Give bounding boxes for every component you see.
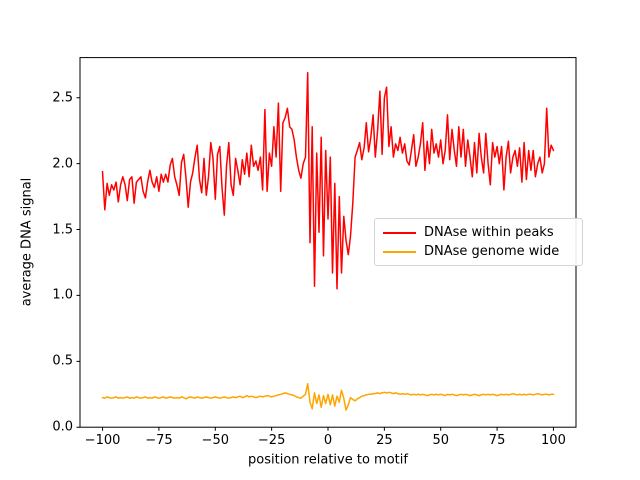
y-tick-label: 0.0 (52, 419, 73, 435)
y-tick-label: 2.5 (52, 90, 73, 106)
x-tick-label: −25 (257, 433, 286, 449)
x-tick-label: −50 (201, 433, 229, 449)
y-tick-label: 1.5 (52, 222, 73, 238)
series-line-1 (101, 382, 555, 411)
x-tick-label: 75 (488, 433, 506, 449)
series-line-0 (101, 72, 555, 290)
legend-line-sample-red (383, 231, 416, 234)
legend: DNAse within peaks DNAse genome wide (374, 218, 583, 266)
legend-entry: DNAse genome wide (383, 242, 574, 261)
y-tick-label: 1.0 (52, 287, 73, 303)
legend-label: DNAse within peaks (424, 225, 554, 240)
legend-line-sample-orange (383, 250, 416, 253)
x-tick-label: 100 (541, 433, 566, 449)
y-tick-label: 0.5 (52, 353, 73, 369)
legend-label: DNAse genome wide (424, 244, 560, 259)
x-tick-label: −100 (84, 433, 121, 449)
x-tick-label: −75 (145, 433, 173, 449)
x-tick-label: 0 (323, 433, 333, 449)
x-tick-label: 50 (432, 433, 449, 449)
x-tick-label: 25 (376, 433, 393, 449)
x-axis-label: position relative to motif (248, 452, 408, 468)
tick-marks (76, 97, 554, 431)
legend-entry: DNAse within peaks (383, 223, 574, 242)
y-tick-label: 2.0 (52, 156, 73, 172)
